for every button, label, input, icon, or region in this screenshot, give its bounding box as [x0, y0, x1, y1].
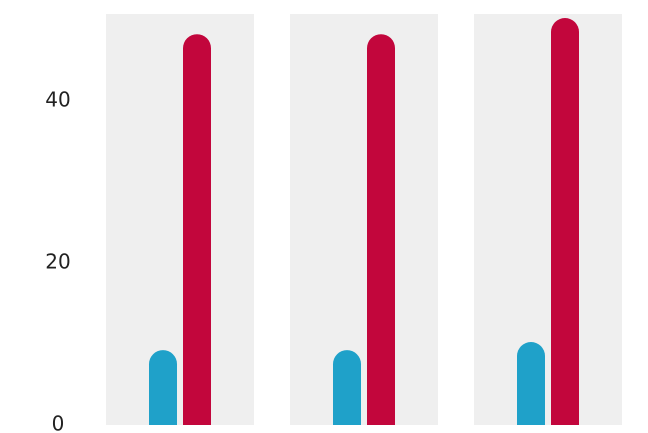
y-tick-label-0: 0	[52, 412, 65, 433]
y-axis: 0 20 40	[45, 88, 70, 433]
bar-series2-group1	[183, 34, 211, 425]
bar-series2-group3	[551, 18, 579, 425]
category-bands	[106, 14, 622, 425]
category-band-3	[474, 14, 622, 425]
bar-series1-group1	[149, 350, 177, 425]
y-tick-label-20: 20	[45, 250, 70, 274]
category-band-2	[290, 14, 438, 425]
bars	[149, 18, 579, 425]
bar-series1-group3	[517, 342, 545, 425]
bar-series1-group2	[333, 350, 361, 425]
category-band-1	[106, 14, 254, 425]
y-tick-label-40: 40	[45, 88, 70, 112]
bar-series2-group2	[367, 34, 395, 425]
